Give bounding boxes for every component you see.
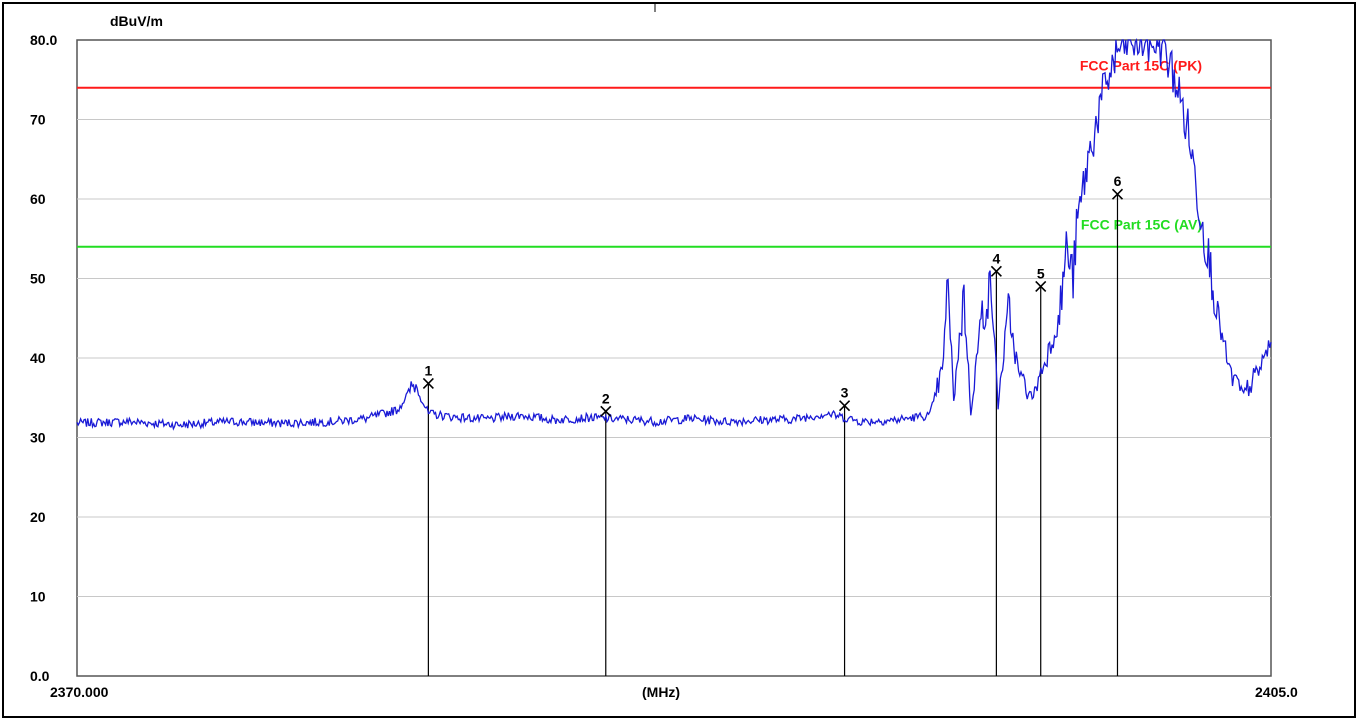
marker-x-symbol — [839, 400, 851, 412]
marker-label: 4 — [992, 250, 1000, 266]
y-tick-label: 40 — [30, 350, 46, 366]
marker-x-symbol — [1111, 188, 1124, 200]
y-tick-label: 50 — [30, 271, 46, 287]
y-tick-label: 20 — [30, 509, 46, 525]
marker-x-symbol — [600, 405, 612, 417]
marker-x-symbol — [990, 265, 1002, 277]
y-axis-ticks: 80.0 70 60 50 40 30 20 10 0.0 — [30, 32, 57, 684]
marker-x-symbol — [1035, 280, 1047, 293]
y-tick-label: 60 — [30, 191, 46, 207]
y-tick-label: 0.0 — [30, 668, 50, 684]
x-axis-unit-label: (MHz) — [642, 684, 680, 700]
markers: 1 2 3 4 5 6 — [422, 173, 1124, 417]
y-tick-label: 10 — [30, 589, 46, 605]
spectrum-trace — [76, 38, 1272, 431]
marker-x-symbol — [422, 377, 434, 390]
limit-line-label: FCC Part 15C (AV) — [1081, 217, 1202, 233]
marker-label: 1 — [424, 362, 432, 378]
marker-label: 3 — [841, 385, 849, 401]
marker-lines — [427, 194, 1119, 676]
y-tick-label: 30 — [30, 430, 46, 446]
y-axis-unit-label: dBuV/m — [110, 13, 163, 29]
x-tick-end: 2405.0 — [1255, 684, 1298, 700]
marker-label: 5 — [1037, 265, 1045, 281]
y-tick-label: 70 — [30, 112, 46, 128]
marker-label: 6 — [1114, 173, 1122, 189]
x-tick-start: 2370.000 — [50, 684, 109, 700]
marker-label: 2 — [602, 390, 610, 406]
y-tick-label: 80.0 — [30, 32, 57, 48]
limit-line-label: FCC Part 15C (PK) — [1080, 58, 1202, 74]
